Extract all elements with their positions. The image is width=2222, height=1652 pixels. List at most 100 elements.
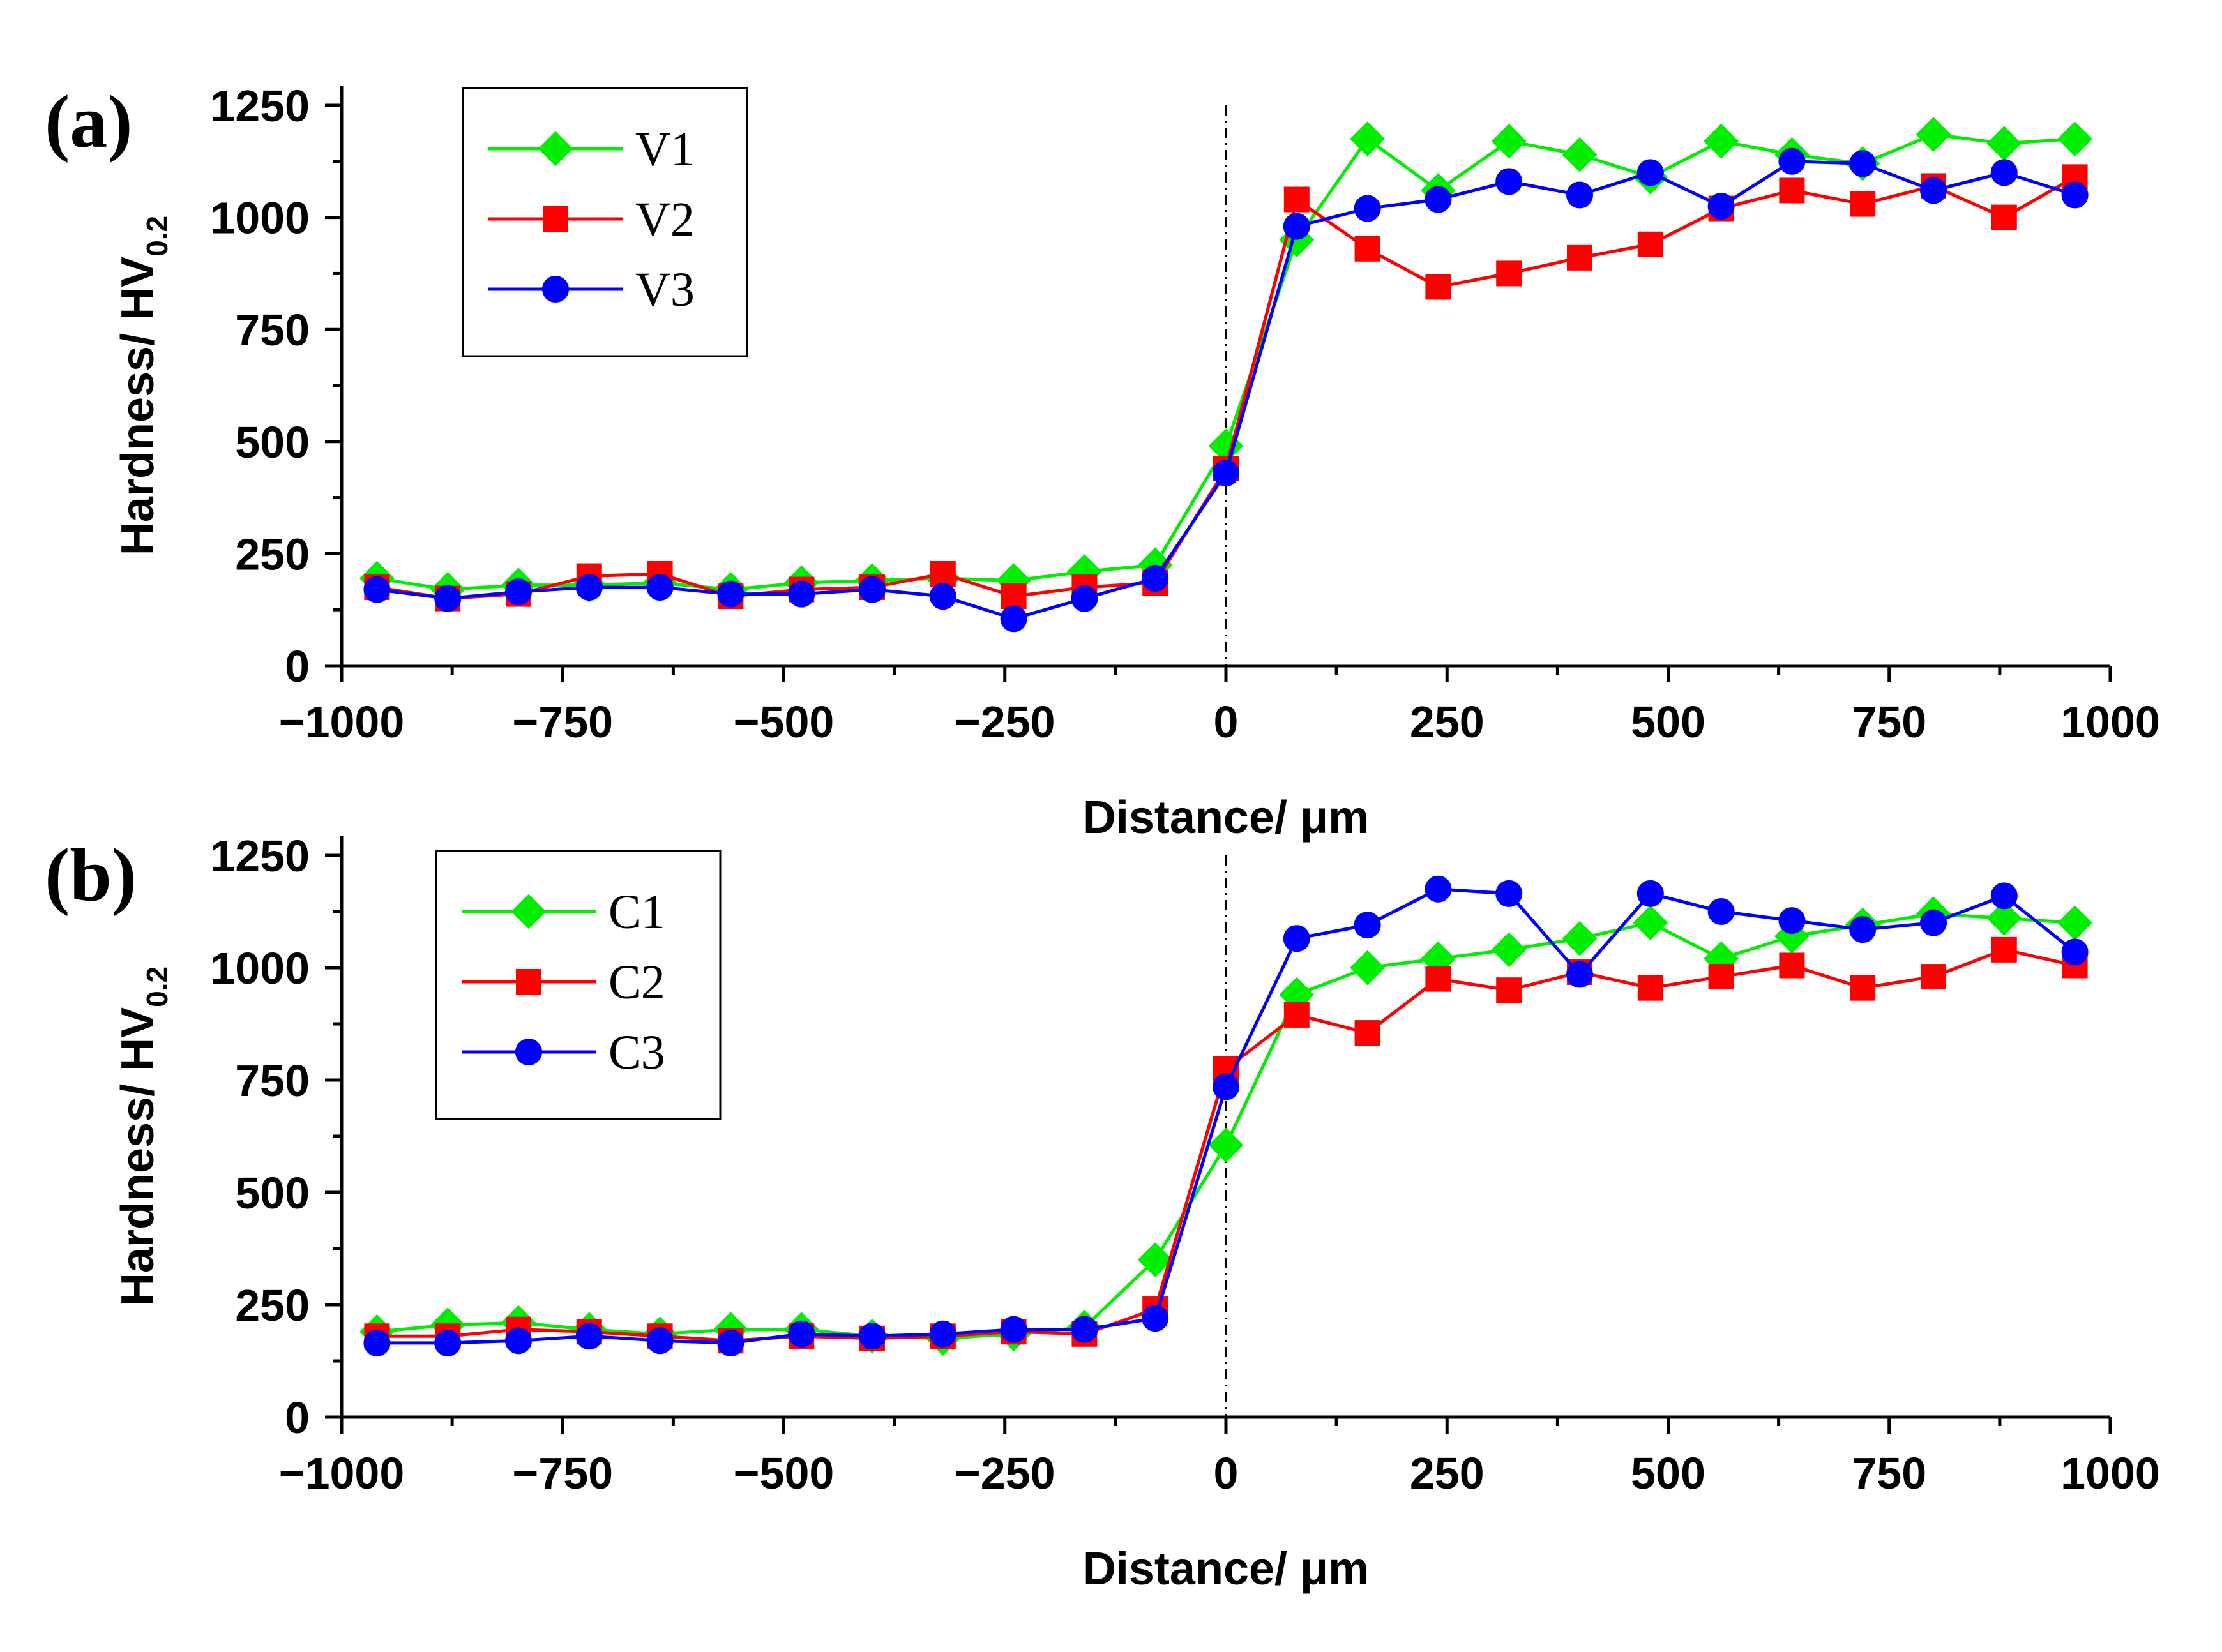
data-point-V2 xyxy=(1850,191,1876,217)
data-point-V3 xyxy=(788,580,815,608)
data-point-V3 xyxy=(1495,168,1523,195)
data-point-V3 xyxy=(1920,177,1947,204)
data-point-C2 xyxy=(1850,975,1876,1001)
y-axis-title: Hardness/ HV0.2 xyxy=(112,966,174,1306)
y-tick-label: 750 xyxy=(235,305,310,355)
y-tick-label: 500 xyxy=(235,417,310,467)
data-point-V2 xyxy=(1637,231,1663,257)
data-point-C3 xyxy=(1495,880,1523,907)
data-point-C1 xyxy=(1633,905,1668,941)
data-point-V3 xyxy=(1142,565,1169,592)
x-tick-label: 0 xyxy=(1214,697,1239,747)
legend-marker-C1 xyxy=(511,894,547,929)
data-point-C3 xyxy=(788,1320,815,1348)
data-point-C3 xyxy=(1849,916,1877,943)
x-tick-label: −500 xyxy=(734,697,835,747)
legend-box xyxy=(462,87,748,357)
y-tick-label: 250 xyxy=(235,529,310,579)
y-tick-label: 1250 xyxy=(210,831,310,881)
x-tick-label: −750 xyxy=(512,1448,613,1498)
data-point-V3 xyxy=(1707,193,1735,220)
data-point-C3 xyxy=(1707,898,1735,925)
legend-label-V2: V2 xyxy=(635,193,695,246)
data-point-C3 xyxy=(1213,1073,1239,1100)
data-point-C2 xyxy=(1991,936,2017,963)
data-point-V1 xyxy=(1562,137,1598,172)
chart-panel-2: −1000 −750 −500 −250 0 250 500 750 1000 0 250 500 75… xyxy=(45,831,2160,1595)
y-tick-label: 0 xyxy=(285,642,310,691)
x-tick-label: 250 xyxy=(1410,1448,1485,1498)
data-point-C3 xyxy=(1920,909,1947,936)
data-point-C3 xyxy=(505,1327,532,1355)
y-tick-label: 0 xyxy=(285,1393,310,1443)
data-point-V2 xyxy=(1283,186,1310,213)
data-point-V3 xyxy=(929,583,956,610)
x-tick-label: 1000 xyxy=(2060,1448,2160,1498)
legend-label-C1: C1 xyxy=(608,885,665,939)
data-point-V1 xyxy=(1986,126,2022,161)
x-tick-label: −750 xyxy=(512,697,613,747)
data-point-V3 xyxy=(575,574,603,601)
data-point-C3 xyxy=(1142,1305,1169,1332)
data-point-C3 xyxy=(929,1320,956,1348)
x-tick-label: 0 xyxy=(1214,1448,1239,1498)
data-point-V2 xyxy=(1001,583,1027,610)
data-point-V3 xyxy=(1071,585,1098,612)
data-point-C3 xyxy=(717,1329,744,1356)
data-point-V3 xyxy=(2061,181,2089,209)
x-tick-label: −250 xyxy=(955,1448,1055,1498)
legend-label-V1: V1 xyxy=(635,123,695,176)
y-axis-title-subscript: 0.2 xyxy=(140,216,174,257)
data-point-V3 xyxy=(1990,159,2018,186)
x-tick-label: −1000 xyxy=(279,1448,405,1498)
panel-label: (a) xyxy=(45,80,133,163)
y-tick-label: 250 xyxy=(235,1280,310,1330)
data-point-V3 xyxy=(1849,150,1877,177)
x-tick-label: 1000 xyxy=(2060,697,2160,747)
data-point-C2 xyxy=(1637,975,1663,1001)
data-point-C3 xyxy=(575,1323,603,1350)
data-point-V1 xyxy=(1916,117,1951,153)
legend-label-C2: C2 xyxy=(608,956,665,1009)
x-tick-label: 500 xyxy=(1631,1448,1705,1498)
data-point-V2 xyxy=(1991,204,2017,230)
legend: C1 C2 C3 xyxy=(435,850,722,1120)
y-tick-label: 1000 xyxy=(210,193,310,243)
data-point-C2 xyxy=(1779,952,1805,979)
x-tick-label: 750 xyxy=(1852,697,1926,747)
data-point-V1 xyxy=(1491,123,1527,159)
data-point-V3 xyxy=(363,576,391,603)
data-point-V3 xyxy=(1566,181,1593,209)
data-point-C3 xyxy=(1636,880,1664,907)
data-point-V1 xyxy=(2057,121,2093,157)
data-point-V3 xyxy=(505,578,532,606)
data-point-C1 xyxy=(2057,905,2093,941)
data-point-C1 xyxy=(1491,932,1527,968)
chart-panel-1: −1000 −750 −500 −250 0 250 500 750 1000 0 250 500 75… xyxy=(45,80,2160,843)
x-tick-label: 750 xyxy=(1852,1448,1926,1498)
data-point-C3 xyxy=(646,1327,674,1355)
data-point-C1 xyxy=(1986,901,2022,936)
data-point-V2 xyxy=(1496,260,1522,287)
data-point-C3 xyxy=(1990,882,2018,910)
data-point-V3 xyxy=(859,576,886,603)
data-point-V2 xyxy=(1567,244,1592,271)
data-point-V3 xyxy=(1354,195,1381,222)
data-point-V2 xyxy=(1354,236,1380,262)
legend-box xyxy=(435,850,722,1120)
data-point-C2 xyxy=(1496,977,1522,1003)
legend: V1 V2 V3 xyxy=(462,87,748,357)
data-point-C3 xyxy=(1000,1316,1027,1343)
legend-marker-C3 xyxy=(515,1039,542,1065)
legend-marker-V2 xyxy=(543,206,568,232)
x-axis-title: Distance/ μm xyxy=(1083,792,1369,843)
data-point-C3 xyxy=(363,1329,391,1356)
data-point-C2 xyxy=(1283,1002,1310,1028)
y-tick-label: 1000 xyxy=(210,943,310,993)
data-point-C2 xyxy=(1708,964,1734,990)
data-point-C3 xyxy=(1283,925,1310,952)
data-point-V3 xyxy=(717,580,744,608)
data-point-C1 xyxy=(1350,950,1386,986)
y-tick-label: 500 xyxy=(235,1168,310,1218)
